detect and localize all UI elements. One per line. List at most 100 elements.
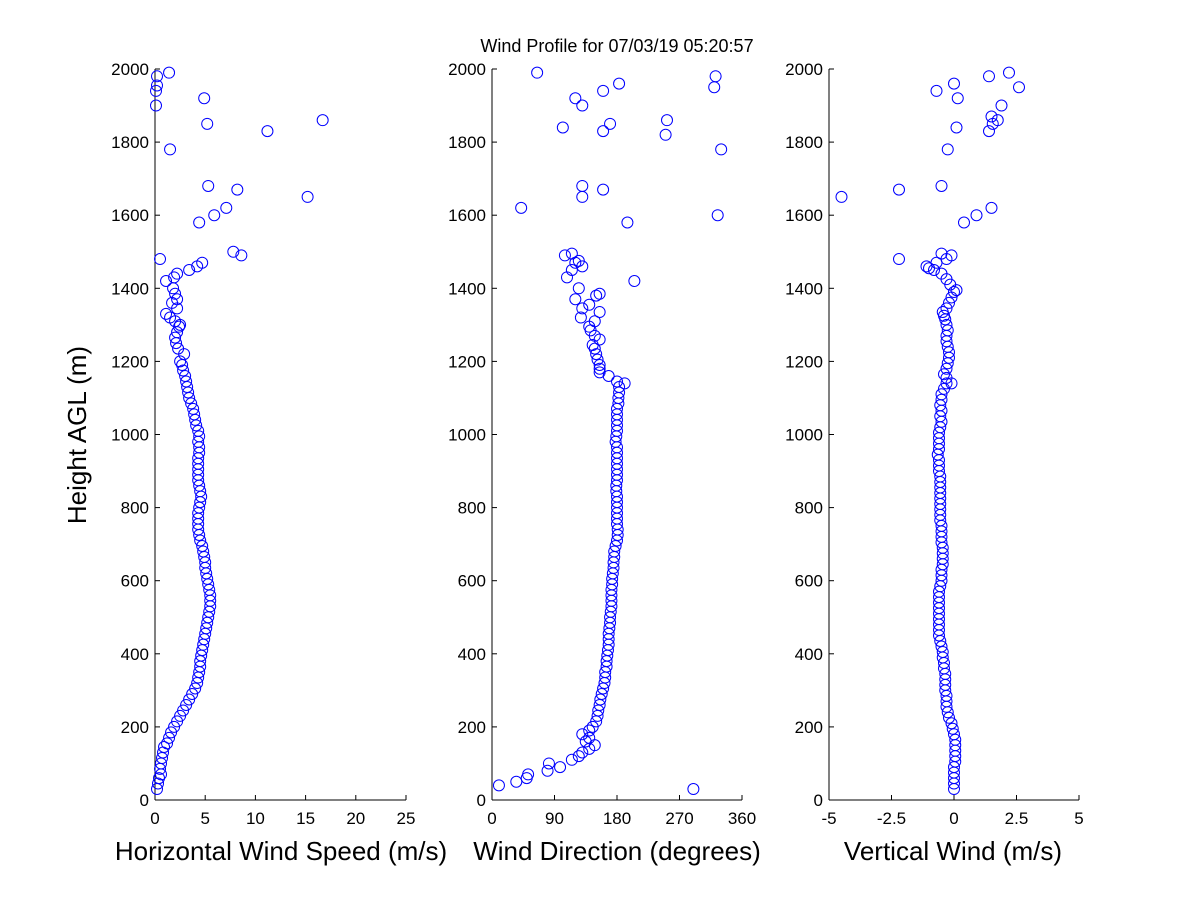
vertical-data-point [933,426,945,439]
speed-data-point [201,117,214,130]
speed-x-tick-label: 0 [150,809,159,828]
vertical-data-point [930,84,943,97]
vertical-x-tick-label: 0 [949,809,958,828]
direction-y-tick-label: 400 [458,645,486,664]
direction-data-point [708,81,721,94]
vertical-data-point [983,70,995,83]
direction-data-point [604,117,617,130]
vertical-wind-xlabel: Vertical Wind (m/s) [844,836,1062,866]
wind-direction-axes: 0 200 400 600 800 1000 1200 1400 1600 1800 2000 0 90… [448,60,756,828]
speed-data-point [301,190,314,203]
direction-data-point [593,333,606,346]
direction-data-point [542,757,555,770]
direction-data-point [565,753,578,766]
direction-data-point [628,274,641,287]
direction-data-point [595,688,608,701]
direction-data-point [576,179,589,192]
direction-data-point [541,764,554,777]
direction-data-point [618,377,631,390]
horizontal-wind-speed-panel: 0 200 400 600 800 1000 1200 1400 1600 1800 2000 0 5 1… [62,60,447,866]
vertical-data-point [941,324,954,337]
vertical-data-point [935,267,948,280]
direction-data-point [554,761,567,774]
direction-y-tick-label: 2000 [448,60,486,79]
speed-data-point [227,245,240,258]
vertical-wind-points [835,66,1025,796]
speed-y-tick-label: 400 [121,645,149,664]
vertical-data-point [970,209,983,222]
direction-x-tick-label: 0 [487,809,496,828]
speed-data-point [151,79,164,92]
vertical-data-point [936,645,949,658]
speed-data-point [235,249,248,262]
direction-data-point [576,746,589,759]
speed-y-tick-label: 1200 [111,352,149,371]
speed-data-point [150,84,163,97]
direction-y-tick-label: 1400 [448,279,486,298]
speed-data-point [183,264,196,277]
direction-data-point [593,362,606,375]
direction-data-point [594,693,607,706]
vertical-data-point [949,733,962,746]
vertical-y-tick-label: 600 [795,572,823,591]
direction-data-point [593,306,606,319]
direction-data-point [711,209,724,222]
speed-data-point [174,709,187,722]
vertical-data-point [948,77,960,90]
figure-title: Wind Profile for 07/03/19 05:20:57 [480,36,753,56]
speed-y-tick-label: 200 [121,718,149,737]
direction-data-point [572,750,585,763]
speed-data-point [197,545,210,558]
direction-y-tick-label: 1000 [448,426,486,445]
vertical-y-tick-label: 1400 [785,279,823,298]
wind-direction-panel: 0 200 400 600 800 1000 1200 1400 1600 1800 2000 0 90… [448,60,761,866]
speed-data-point [160,307,173,320]
speed-data-point [171,715,184,728]
vertical-data-point [991,114,1004,127]
speed-x-tick-label: 15 [296,809,315,828]
speed-y-tick-label: 800 [121,499,149,518]
speed-data-point [169,331,182,344]
direction-y-tick-label: 0 [477,791,486,810]
vertical-data-point [940,318,953,331]
speed-data-point [183,693,196,706]
direction-data-point [572,254,585,267]
speed-data-point [160,274,173,287]
horizontal-wind-speed-points [150,66,329,796]
direction-data-point [687,783,700,796]
direction-data-point [659,128,672,141]
vertical-data-point [893,253,905,266]
speed-y-tick-label: 2000 [111,60,149,79]
speed-y-tick-label: 1000 [111,426,149,445]
speed-data-point [202,179,215,192]
vertical-data-point [893,183,905,196]
speed-data-point [169,287,182,300]
vertical-data-point [985,110,998,123]
direction-x-tick-label: 360 [728,809,756,828]
direction-data-point [569,293,582,306]
vertical-y-tick-label: 1000 [785,426,823,445]
speed-data-point [161,737,174,750]
horizontal-wind-speed-xlabel: Horizontal Wind Speed (m/s) [115,836,447,866]
speed-x-tick-label: 25 [397,809,416,828]
speed-data-point [316,114,329,127]
speed-data-point [154,253,167,266]
speed-data-point [164,143,177,156]
direction-data-point [613,77,626,90]
direction-data-point [611,375,623,388]
vertical-data-point [935,388,948,401]
vertical-y-tick-label: 200 [795,718,823,737]
speed-data-point [186,688,199,701]
speed-data-point [177,704,190,717]
speed-data-point [174,355,187,368]
vertical-y-tick-label: 1600 [785,206,823,225]
speed-data-point [188,408,201,421]
vertical-x-tick-label: -2.5 [877,809,906,828]
speed-data-point [185,397,198,410]
vertical-data-point [936,306,949,319]
speed-data-point [193,216,206,229]
horizontal-wind-speed-axes: 0 200 400 600 800 1000 1200 1400 1600 1800 2000 0 5 1… [111,60,415,828]
speed-y-tick-label: 600 [121,572,149,591]
direction-x-tick-label: 90 [545,809,564,828]
